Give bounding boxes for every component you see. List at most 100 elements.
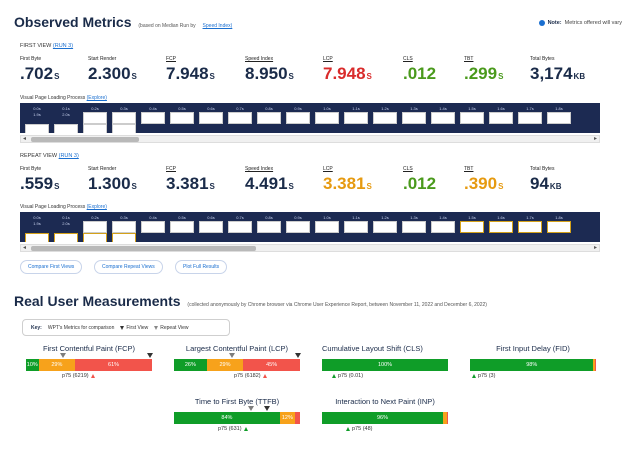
rum-fcp-label: First Contentful Paint (FCP) bbox=[42, 344, 136, 353]
filmstrip-frame[interactable] bbox=[315, 112, 339, 124]
repeat-view-marker-icon bbox=[248, 406, 254, 411]
filmstrip-frame[interactable] bbox=[141, 112, 165, 124]
metric-value: .299S bbox=[464, 65, 503, 86]
filmstrip-frame[interactable] bbox=[170, 112, 194, 124]
frame-time-label: 1.3s bbox=[410, 215, 418, 220]
filmstrip-frame[interactable] bbox=[83, 221, 107, 233]
repeat-view-filmstrip[interactable]: 0.0s 0.1s 0.2s 0.3s 0.4s 0.5s 0.6s 0.7s 0.8s 0.9s… bbox=[20, 212, 600, 242]
filmstrip-frame[interactable] bbox=[228, 221, 252, 233]
metric-value: 3.381S bbox=[166, 175, 215, 196]
repeat-view-explore-link[interactable]: (Explore) bbox=[86, 204, 107, 210]
metric-number: 1.300 bbox=[88, 174, 131, 193]
first-view-run-link[interactable]: (RUN 3) bbox=[52, 43, 74, 49]
metric-speed-index: Speed Index 4.491S bbox=[245, 166, 294, 196]
repeat-view-scroll-thumb[interactable] bbox=[31, 246, 256, 251]
metric-label: TBT bbox=[464, 166, 474, 172]
rum-fid-good-segment: 98% bbox=[470, 359, 594, 371]
metric-unit: S bbox=[131, 182, 137, 191]
frame-time-label: 1.3s bbox=[410, 106, 418, 111]
filmstrip-frame[interactable] bbox=[286, 112, 310, 124]
filmstrip-frame[interactable] bbox=[373, 112, 397, 124]
speed-index-link[interactable]: Speed Index) bbox=[202, 23, 233, 29]
rum-fcp-bar: 10% 29% 61% bbox=[26, 359, 152, 371]
filmstrip-frame[interactable] bbox=[460, 112, 484, 124]
rum-inp-bar: 96% bbox=[322, 412, 448, 424]
metric-start-render: Start Render 2.300S bbox=[88, 56, 137, 86]
frame-time-label: 1.6s bbox=[497, 106, 505, 111]
metric-first-byte: First Byte .559S bbox=[20, 166, 59, 196]
filmstrip-frame[interactable] bbox=[547, 221, 571, 233]
p75-marker-icon bbox=[346, 427, 350, 431]
filmstrip-frame[interactable] bbox=[112, 221, 136, 233]
filmstrip-frame[interactable] bbox=[460, 221, 484, 233]
filmstrip-frame[interactable] bbox=[257, 221, 281, 233]
filmstrip-frame[interactable] bbox=[83, 233, 107, 242]
filmstrip-frame[interactable] bbox=[25, 233, 49, 242]
scroll-right-icon[interactable]: ▸ bbox=[593, 245, 597, 251]
metric-label: FCP bbox=[166, 166, 176, 172]
metric-number: 7.948 bbox=[166, 64, 209, 83]
metric-label: Speed Index bbox=[245, 166, 274, 172]
filmstrip-frame[interactable] bbox=[518, 221, 542, 233]
filmstrip-frame[interactable] bbox=[402, 221, 426, 233]
filmstrip-frame[interactable] bbox=[141, 221, 165, 233]
info-icon bbox=[538, 20, 545, 26]
frame-time-label: 0.2s bbox=[91, 215, 99, 220]
frame-time-label: 1.4s bbox=[439, 215, 447, 220]
rum-lcp-ni-segment: 29% bbox=[206, 359, 244, 371]
filmstrip-frame[interactable] bbox=[344, 221, 368, 233]
scroll-right-icon[interactable]: ▸ bbox=[593, 136, 597, 142]
rum-ttfb: Time to First Byte (TTFB) 84% 12% p75 (6… bbox=[174, 397, 300, 441]
filmstrip-frame[interactable] bbox=[83, 112, 107, 124]
filmstrip-frame[interactable] bbox=[112, 124, 136, 133]
first-view-label: FIRST VIEW (RUN 3) bbox=[20, 43, 73, 49]
metric-number: 3.381 bbox=[166, 174, 209, 193]
filmstrip-frame[interactable] bbox=[344, 112, 368, 124]
first-view-explore-link[interactable]: (Explore) bbox=[86, 95, 107, 101]
scroll-left-icon[interactable]: ◂ bbox=[23, 136, 27, 142]
filmstrip-frame[interactable] bbox=[315, 221, 339, 233]
rum-fcp-p75-text: p75 (6219) bbox=[62, 373, 89, 379]
p75-marker-icon bbox=[243, 427, 248, 431]
filmstrip-frame[interactable] bbox=[431, 112, 455, 124]
rum-lcp-label: Largest Contentful Paint (LCP) bbox=[185, 344, 289, 353]
filmstrip-frame[interactable] bbox=[257, 112, 281, 124]
first-view-filmstrip[interactable]: 0.0s 0.1s 0.2s 0.3s 0.4s 0.5s 0.6s 0.7s 0.8s 0.9s… bbox=[20, 103, 600, 133]
repeat-view-run-link[interactable]: (RUN 3) bbox=[58, 153, 79, 159]
filmstrip-frame[interactable] bbox=[25, 124, 49, 133]
metric-value: 7.948S bbox=[166, 65, 215, 86]
filmstrip-frame[interactable] bbox=[518, 112, 542, 124]
scroll-left-icon[interactable]: ◂ bbox=[23, 245, 27, 251]
filmstrip-frame[interactable] bbox=[373, 221, 397, 233]
filmstrip-frame[interactable] bbox=[286, 221, 310, 233]
first-view-scrollbar[interactable]: ◂ ▸ bbox=[20, 135, 600, 143]
repeat-view-marker-icon bbox=[229, 353, 235, 358]
plot-full-results-button[interactable]: Plot Full Results bbox=[175, 260, 228, 274]
visual-progress-text: Visual Page Loading Process bbox=[20, 95, 86, 101]
filmstrip-frame[interactable] bbox=[489, 221, 513, 233]
filmstrip-frame[interactable] bbox=[402, 112, 426, 124]
metric-number: .299 bbox=[464, 64, 498, 83]
key-first-view: First View bbox=[120, 325, 148, 331]
repeat-view-scrollbar[interactable]: ◂ ▸ bbox=[20, 244, 600, 252]
first-view-visual-progress-label: Visual Page Loading Process (Explore) bbox=[20, 95, 107, 101]
filmstrip-frame[interactable] bbox=[112, 233, 136, 242]
first-view-scroll-thumb[interactable] bbox=[31, 137, 139, 142]
frame-time-label: 0.9s bbox=[294, 106, 302, 111]
filmstrip-frame[interactable] bbox=[54, 233, 78, 242]
filmstrip-frame[interactable] bbox=[199, 221, 223, 233]
metric-number: 3.381 bbox=[323, 174, 366, 193]
metric-unit: KB bbox=[549, 182, 562, 191]
compare-repeat-views-button[interactable]: Compare Repeat Views bbox=[94, 260, 163, 274]
filmstrip-frame[interactable] bbox=[112, 112, 136, 124]
metric-start-render: Start Render 1.300S bbox=[88, 166, 137, 196]
filmstrip-frame[interactable] bbox=[547, 112, 571, 124]
compare-first-views-button[interactable]: Compare First Views bbox=[20, 260, 83, 274]
filmstrip-frame[interactable] bbox=[170, 221, 194, 233]
filmstrip-frame[interactable] bbox=[199, 112, 223, 124]
filmstrip-frame[interactable] bbox=[83, 124, 107, 133]
filmstrip-frame[interactable] bbox=[431, 221, 455, 233]
filmstrip-frame[interactable] bbox=[489, 112, 513, 124]
filmstrip-frame[interactable] bbox=[228, 112, 252, 124]
filmstrip-frame[interactable] bbox=[54, 124, 78, 133]
